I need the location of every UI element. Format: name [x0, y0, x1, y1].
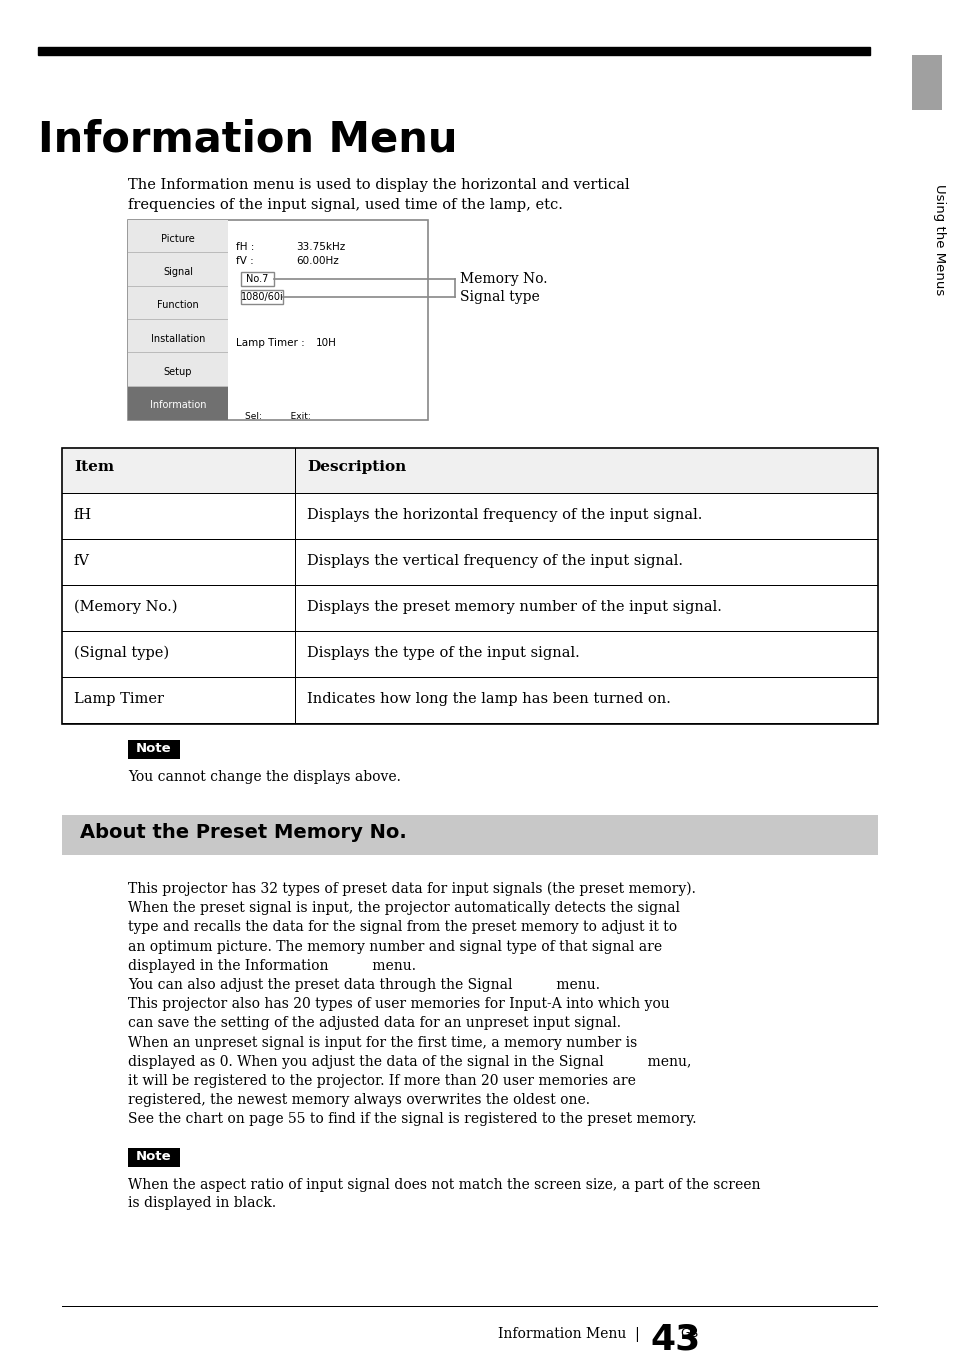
Text: Setup: Setup	[164, 366, 193, 377]
Text: (Memory No.): (Memory No.)	[74, 600, 177, 614]
Text: Picture: Picture	[161, 234, 194, 243]
Text: type and recalls the data for the signal from the preset memory to adjust it to: type and recalls the data for the signal…	[128, 921, 677, 934]
Bar	[62, 815, 877, 854]
Text: When the aspect ratio of input signal does not match the screen size, a part of : When the aspect ratio of input signal do…	[128, 1178, 760, 1192]
Text: Note: Note	[136, 1151, 172, 1163]
Text: Displays the vertical frequency of the input signal.: Displays the vertical frequency of the i…	[307, 554, 682, 568]
Text: Displays the preset memory number of the input signal.: Displays the preset memory number of the…	[307, 600, 721, 614]
Text: Lamp Timer :: Lamp Timer :	[235, 338, 304, 347]
Text: displayed in the Information          menu.: displayed in the Information menu.	[128, 959, 416, 973]
Bar	[128, 220, 228, 420]
Bar	[63, 449, 876, 493]
Text: Signal: Signal	[163, 266, 193, 277]
Text: Lamp Timer: Lamp Timer	[74, 692, 164, 706]
Text: You can also adjust the preset data through the Signal          menu.: You can also adjust the preset data thro…	[128, 977, 599, 992]
Text: Information Menu  |: Information Menu |	[497, 1328, 639, 1343]
Text: Displays the horizontal frequency of the input signal.: Displays the horizontal frequency of the…	[307, 508, 701, 522]
Text: fV: fV	[74, 554, 90, 568]
Text: This projector has 32 types of preset data for input signals (the preset memory): This projector has 32 types of preset da…	[128, 882, 695, 896]
Text: Indicates how long the lamp has been turned on.: Indicates how long the lamp has been tur…	[307, 692, 670, 706]
Text: Information Menu: Information Menu	[38, 118, 457, 160]
Text: Note: Note	[136, 742, 172, 754]
Text: Installation: Installation	[151, 334, 205, 343]
Text: 10H: 10H	[315, 338, 336, 347]
Text: GB: GB	[679, 1328, 698, 1340]
Text: registered, the newest memory always overwrites the oldest one.: registered, the newest memory always ove…	[128, 1094, 589, 1107]
Text: fH: fH	[74, 508, 92, 522]
Bar	[911, 55, 941, 110]
Text: 1080/60i: 1080/60i	[240, 292, 283, 301]
Text: Memory No.: Memory No.	[459, 272, 547, 287]
Text: 60.00Hz: 60.00Hz	[295, 256, 338, 266]
Text: an optimum picture. The memory number and signal type of that signal are: an optimum picture. The memory number an…	[128, 940, 661, 953]
Bar	[128, 220, 428, 420]
Text: Sel:          Exit:: Sel: Exit:	[245, 412, 311, 420]
Text: frequencies of the input signal, used time of the lamp, etc.: frequencies of the input signal, used ti…	[128, 197, 562, 212]
Text: When an unpreset signal is input for the first time, a memory number is: When an unpreset signal is input for the…	[128, 1036, 637, 1049]
Text: The Information menu is used to display the horizontal and vertical: The Information menu is used to display …	[128, 178, 629, 192]
Text: Using the Menus: Using the Menus	[933, 184, 945, 296]
Text: (Signal type): (Signal type)	[74, 646, 169, 660]
Text: fH :: fH :	[235, 242, 254, 251]
Bar	[62, 1306, 877, 1307]
Text: You cannot change the displays above.: You cannot change the displays above.	[128, 771, 400, 784]
Text: Information: Information	[150, 400, 206, 411]
Text: This projector also has 20 types of user memories for Input-A into which you: This projector also has 20 types of user…	[128, 998, 669, 1011]
Bar	[38, 47, 869, 55]
Text: 33.75kHz: 33.75kHz	[295, 242, 345, 251]
Text: displayed as 0. When you adjust the data of the signal in the Signal          me: displayed as 0. When you adjust the data…	[128, 1055, 691, 1069]
Bar	[128, 387, 228, 420]
Text: Item: Item	[74, 460, 114, 475]
Bar	[128, 740, 180, 758]
Text: it will be registered to the projector. If more than 20 user memories are: it will be registered to the projector. …	[128, 1073, 636, 1088]
Text: When the preset signal is input, the projector automatically detects the signal: When the preset signal is input, the pro…	[128, 902, 679, 915]
Bar	[62, 448, 877, 725]
Text: Displays the type of the input signal.: Displays the type of the input signal.	[307, 646, 579, 660]
Text: About the Preset Memory No.: About the Preset Memory No.	[80, 823, 406, 842]
Bar	[241, 272, 274, 287]
Text: Function: Function	[157, 300, 198, 311]
Bar	[294, 448, 295, 725]
Text: Description: Description	[307, 460, 406, 475]
Bar	[241, 289, 283, 304]
Text: No.7: No.7	[246, 274, 269, 284]
Text: fV :: fV :	[235, 256, 253, 266]
Text: can save the setting of the adjusted data for an unpreset input signal.: can save the setting of the adjusted dat…	[128, 1017, 620, 1030]
Text: See the chart on page 55 to find if the signal is registered to the preset memor: See the chart on page 55 to find if the …	[128, 1113, 696, 1126]
Text: is displayed in black.: is displayed in black.	[128, 1197, 275, 1210]
Text: Signal type: Signal type	[459, 289, 539, 304]
Bar	[128, 1148, 180, 1167]
Text: 43: 43	[649, 1324, 700, 1352]
